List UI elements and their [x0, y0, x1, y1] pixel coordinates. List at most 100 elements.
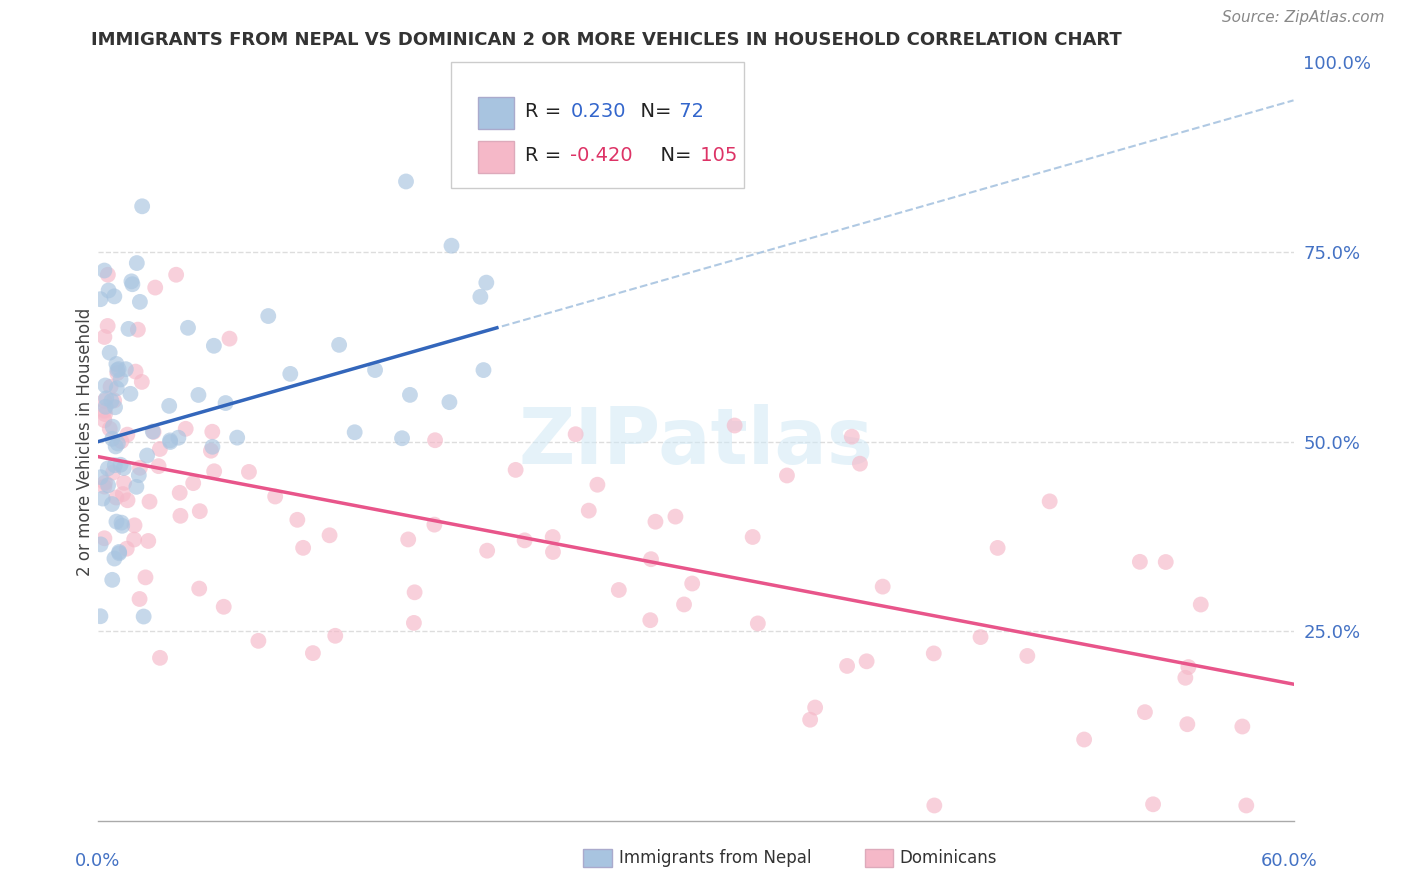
- Point: [423, 434, 446, 448]
- Point: [117, 493, 139, 508]
- Point: [472, 363, 495, 377]
- Point: [391, 431, 413, 445]
- Point: [1142, 797, 1164, 812]
- Point: [202, 464, 225, 478]
- Point: [93, 531, 115, 545]
- Point: [323, 629, 346, 643]
- Point: [100, 393, 122, 408]
- Point: [107, 362, 129, 376]
- Point: [1133, 705, 1156, 719]
- Text: 0.0%: 0.0%: [75, 852, 120, 870]
- Point: [100, 380, 122, 394]
- Point: [93, 479, 115, 493]
- Point: [89, 292, 111, 306]
- Point: [724, 418, 747, 433]
- Point: [1129, 555, 1152, 569]
- Point: [94, 475, 117, 490]
- Point: [105, 366, 128, 380]
- Point: [681, 576, 703, 591]
- Point: [128, 468, 150, 483]
- Point: [101, 419, 124, 434]
- Point: [402, 615, 425, 630]
- Text: Source: ZipAtlas.com: Source: ZipAtlas.com: [1222, 11, 1385, 25]
- Text: R =: R =: [524, 146, 568, 165]
- Point: [1175, 717, 1198, 731]
- Point: [747, 616, 769, 631]
- Point: [169, 485, 191, 500]
- Point: [143, 280, 166, 294]
- Point: [105, 363, 128, 377]
- Point: [470, 290, 492, 304]
- Point: [132, 609, 155, 624]
- Point: [202, 339, 225, 353]
- Point: [122, 533, 145, 547]
- Text: R =: R =: [524, 103, 568, 121]
- Point: [115, 541, 138, 556]
- Text: -0.420: -0.420: [571, 146, 633, 165]
- Point: [177, 321, 200, 335]
- Text: 72: 72: [673, 103, 704, 121]
- Point: [159, 434, 181, 448]
- Point: [201, 440, 224, 454]
- Point: [159, 435, 181, 450]
- Point: [664, 509, 686, 524]
- Point: [131, 199, 153, 213]
- Point: [117, 427, 139, 442]
- Point: [987, 541, 1010, 555]
- Point: [505, 463, 527, 477]
- Point: [1234, 798, 1257, 813]
- Point: [103, 551, 125, 566]
- Point: [93, 413, 115, 427]
- Point: [111, 487, 134, 501]
- Point: [103, 289, 125, 303]
- Point: [278, 367, 301, 381]
- Point: [855, 654, 877, 668]
- Point: [1039, 494, 1062, 508]
- Point: [969, 630, 991, 644]
- Point: [127, 323, 149, 337]
- Point: [328, 338, 350, 352]
- Point: [238, 465, 260, 479]
- Point: [1073, 732, 1095, 747]
- Point: [125, 256, 148, 270]
- Point: [200, 443, 222, 458]
- Point: [125, 480, 148, 494]
- Point: [105, 381, 128, 395]
- Point: [90, 470, 112, 484]
- Point: [136, 449, 159, 463]
- Point: [101, 497, 124, 511]
- Point: [343, 425, 366, 440]
- Point: [922, 647, 945, 661]
- Point: [640, 552, 662, 566]
- Point: [93, 330, 115, 344]
- Point: [128, 592, 150, 607]
- Point: [440, 238, 463, 252]
- Point: [93, 393, 115, 408]
- Point: [97, 478, 120, 492]
- Point: [129, 460, 152, 475]
- Point: [120, 386, 142, 401]
- Point: [149, 442, 172, 456]
- Point: [586, 477, 609, 491]
- Text: Dominicans: Dominicans: [900, 849, 997, 867]
- Point: [257, 309, 280, 323]
- Point: [108, 545, 131, 559]
- Point: [841, 430, 863, 444]
- Point: [167, 431, 190, 445]
- Point: [292, 541, 315, 555]
- FancyBboxPatch shape: [478, 141, 515, 173]
- Point: [128, 294, 150, 309]
- Point: [1017, 648, 1039, 663]
- Point: [364, 363, 387, 377]
- Point: [98, 422, 121, 436]
- Point: [142, 425, 165, 439]
- Point: [124, 365, 146, 379]
- Point: [105, 491, 128, 505]
- Point: [214, 396, 236, 410]
- Point: [131, 375, 153, 389]
- Point: [124, 518, 146, 533]
- Point: [94, 407, 117, 421]
- Point: [924, 798, 946, 813]
- Text: N=: N=: [628, 103, 671, 121]
- Point: [91, 491, 114, 506]
